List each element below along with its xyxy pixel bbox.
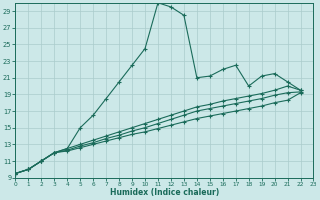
X-axis label: Humidex (Indice chaleur): Humidex (Indice chaleur) bbox=[110, 188, 219, 197]
